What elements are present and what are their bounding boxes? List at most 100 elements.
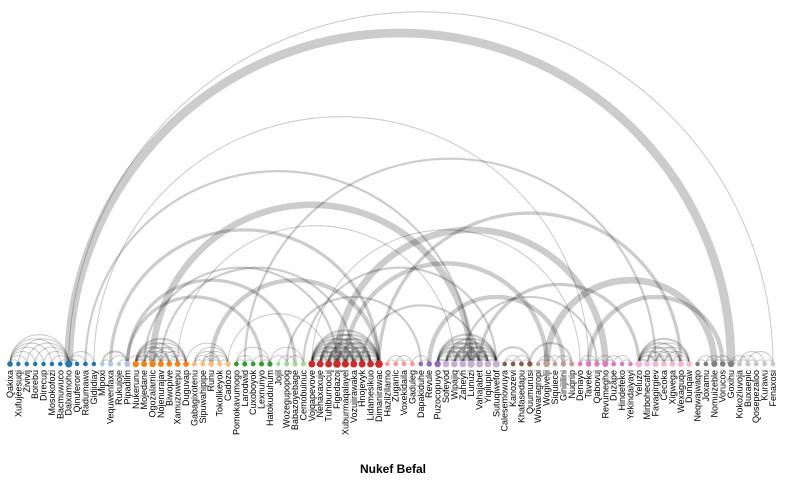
node-circle[interactable] xyxy=(284,361,290,367)
node-circle[interactable] xyxy=(99,361,105,367)
node-circle[interactable] xyxy=(108,361,114,367)
node-label: Tokolikeyok xyxy=(215,370,225,417)
node-circle[interactable] xyxy=(492,360,500,368)
node-circle[interactable] xyxy=(652,361,659,367)
node-circle[interactable] xyxy=(442,360,450,368)
node-circle[interactable] xyxy=(49,361,55,367)
node-circle[interactable] xyxy=(703,361,709,367)
node-circle[interactable] xyxy=(519,361,524,367)
node-circle[interactable] xyxy=(770,361,776,367)
node-circle[interactable] xyxy=(200,361,206,367)
node-circle[interactable] xyxy=(358,360,366,368)
node-circle[interactable] xyxy=(611,361,617,367)
node-circle[interactable] xyxy=(341,360,349,368)
node-circle[interactable] xyxy=(719,361,726,367)
node-circle[interactable] xyxy=(762,361,767,367)
node-circle[interactable] xyxy=(628,361,633,367)
node-circle[interactable] xyxy=(58,361,63,367)
node-circle[interactable] xyxy=(426,361,432,367)
node-circle[interactable] xyxy=(669,361,676,367)
node-circle[interactable] xyxy=(695,361,700,367)
node-circle[interactable] xyxy=(393,361,399,367)
node-circle[interactable] xyxy=(217,361,223,367)
node-circle[interactable] xyxy=(149,360,156,368)
node-circle[interactable] xyxy=(467,360,475,368)
node-circle[interactable] xyxy=(502,361,507,367)
node-circle[interactable] xyxy=(552,361,558,367)
node-circle[interactable] xyxy=(333,360,341,368)
node-circle[interactable] xyxy=(459,360,467,368)
node-circle[interactable] xyxy=(208,361,215,367)
node-circle[interactable] xyxy=(7,361,13,367)
node-label: Vorucos xyxy=(718,370,728,403)
node-circle[interactable] xyxy=(316,360,324,368)
node-circle[interactable] xyxy=(385,361,390,367)
node-circle[interactable] xyxy=(410,361,415,367)
node-circle[interactable] xyxy=(745,361,751,367)
node-circle[interactable] xyxy=(32,361,38,367)
node-circle[interactable] xyxy=(250,361,256,367)
node-circle[interactable] xyxy=(543,360,550,368)
node-circle[interactable] xyxy=(594,361,600,367)
node-circle[interactable] xyxy=(619,361,625,367)
node-circle[interactable] xyxy=(157,361,164,367)
node-circle[interactable] xyxy=(577,361,583,367)
node-circle[interactable] xyxy=(677,360,684,368)
node-circle[interactable] xyxy=(484,360,492,368)
node-circle[interactable] xyxy=(91,361,97,367)
node-circle[interactable] xyxy=(686,361,692,367)
node-circle[interactable] xyxy=(300,361,306,367)
node-circle[interactable] xyxy=(711,360,718,368)
node-circle[interactable] xyxy=(527,361,533,367)
node-circle[interactable] xyxy=(375,360,383,368)
node-circle[interactable] xyxy=(401,361,407,367)
node-circle[interactable] xyxy=(635,360,643,368)
node-circle[interactable] xyxy=(166,361,173,367)
node-circle[interactable] xyxy=(174,361,181,367)
node-circle[interactable] xyxy=(83,361,88,367)
node-circle[interactable] xyxy=(259,361,265,367)
node-circle[interactable] xyxy=(116,361,122,367)
node-circle[interactable] xyxy=(736,361,742,367)
link-arc xyxy=(9,334,70,365)
node-circle[interactable] xyxy=(267,361,273,367)
node-circle[interactable] xyxy=(276,361,281,367)
node-circle[interactable] xyxy=(510,361,516,367)
node-circle[interactable] xyxy=(661,361,667,367)
node-circle[interactable] xyxy=(24,361,30,367)
link-arc xyxy=(310,350,339,365)
node-circle[interactable] xyxy=(350,360,358,368)
node-circle[interactable] xyxy=(569,361,575,367)
node-circle[interactable] xyxy=(308,360,316,368)
node-circle[interactable] xyxy=(434,360,441,368)
node-circle[interactable] xyxy=(242,361,248,367)
node-circle[interactable] xyxy=(753,361,759,367)
node-circle[interactable] xyxy=(560,361,567,367)
node-circle[interactable] xyxy=(535,361,541,367)
node-circle[interactable] xyxy=(367,360,374,368)
node-circle[interactable] xyxy=(225,361,231,367)
node-circle[interactable] xyxy=(451,360,458,368)
node-circle[interactable] xyxy=(41,361,46,367)
link-arc xyxy=(319,346,355,365)
node-circle[interactable] xyxy=(234,361,239,367)
node-label: Xigwega xyxy=(667,370,677,405)
node-circle[interactable] xyxy=(418,361,424,367)
node-circle[interactable] xyxy=(475,360,484,368)
node-circle[interactable] xyxy=(65,360,73,368)
node-circle[interactable] xyxy=(292,361,298,367)
node-circle[interactable] xyxy=(602,361,609,367)
node-circle[interactable] xyxy=(585,361,592,367)
node-circle[interactable] xyxy=(727,360,735,368)
node-circle[interactable] xyxy=(644,361,651,367)
node-circle[interactable] xyxy=(191,361,197,367)
node-circle[interactable] xyxy=(124,360,131,368)
node-circle[interactable] xyxy=(74,361,80,367)
node-circle[interactable] xyxy=(141,360,148,368)
node-circle[interactable] xyxy=(16,361,21,367)
node-circle[interactable] xyxy=(183,361,189,367)
node-label: Taveke xyxy=(584,370,594,399)
node-circle[interactable] xyxy=(325,360,333,368)
node-circle[interactable] xyxy=(132,360,139,368)
